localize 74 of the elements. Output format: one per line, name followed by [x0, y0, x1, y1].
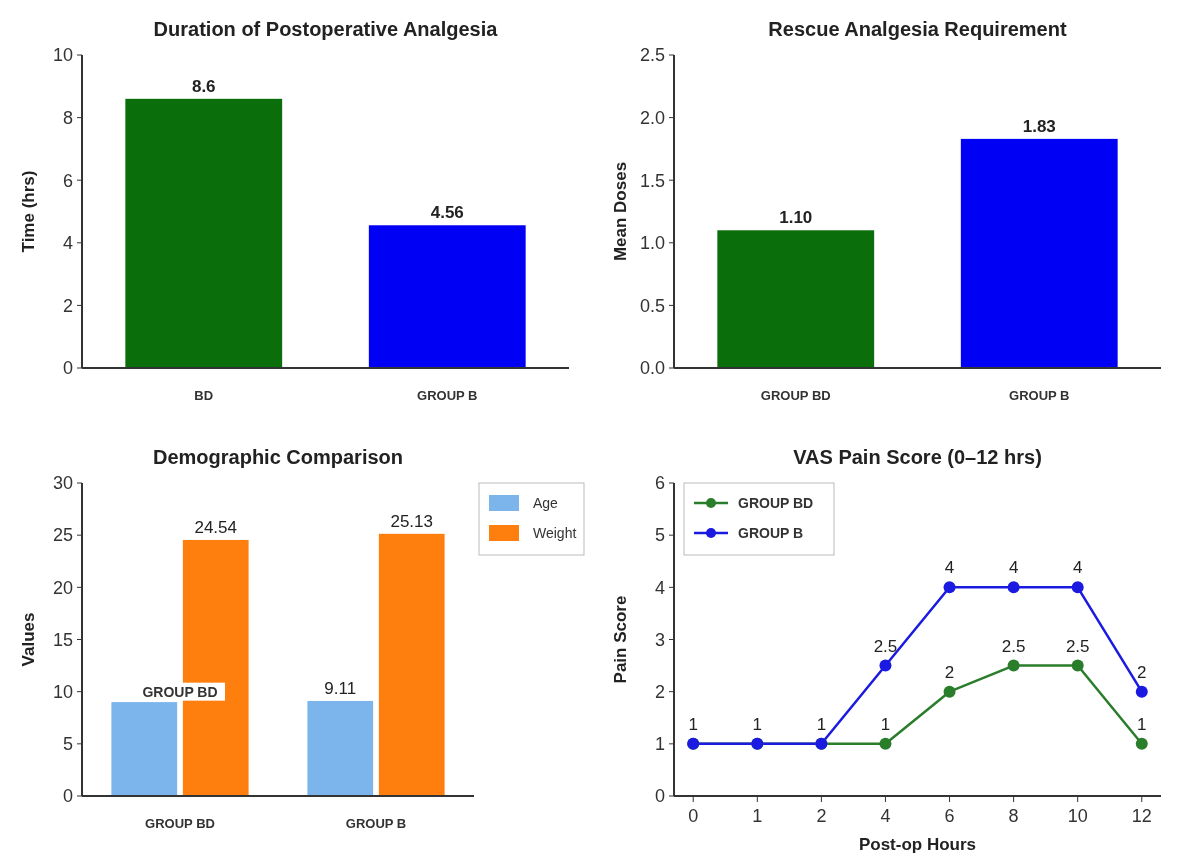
y-tick-label: 30 [52, 473, 73, 494]
y-tick-label: 2.5 [639, 45, 665, 66]
legend-label: Weight [533, 524, 577, 541]
x-tick-label: GROUP B [417, 388, 478, 403]
data-label: 24.54 [194, 517, 237, 537]
data-label: 1 [880, 714, 891, 734]
x-tick-label: GROUP BD [145, 816, 215, 831]
legend-label: Age [533, 494, 559, 511]
y-tick-label: 15 [52, 629, 73, 650]
x-tick-label: 10 [1067, 806, 1088, 826]
data-label: 1 [688, 714, 698, 734]
x-tick-label: 0 [688, 806, 699, 826]
y-tick-label: 0 [62, 786, 73, 807]
y-tick-label: 25 [52, 525, 73, 546]
data-label: 4.56 [430, 203, 464, 223]
chart-title: VAS Pain Score (0–12 hrs) [793, 446, 1042, 468]
y-tick-label: 10 [52, 681, 73, 702]
x-tick-label: 4 [880, 806, 891, 826]
y-tick-label: 4 [654, 577, 665, 598]
y-tick-label: 5 [62, 734, 73, 755]
y-tick-label: 0 [654, 786, 665, 807]
data-label: 1 [1137, 714, 1147, 734]
data-label: 8.6 [191, 76, 216, 96]
data-label: 2 [1137, 662, 1147, 682]
y-tick-label: 0.0 [639, 358, 665, 379]
data-label: 9.11 [324, 678, 357, 698]
y-tick-label: 2.0 [639, 107, 665, 128]
data-label: 1 [816, 714, 827, 734]
data-label: 25.13 [390, 511, 433, 531]
x-axis-title: Post-op Hours [858, 835, 977, 854]
y-tick-label: 4 [62, 233, 73, 254]
y-tick-label: 0 [62, 358, 73, 379]
y-axis-title: Mean Doses [611, 161, 630, 262]
x-tick-label: 6 [944, 806, 955, 826]
y-tick-label: 6 [62, 170, 73, 191]
chart-title: Demographic Comparison [152, 446, 404, 468]
y-axis-title: Time (hrs) [19, 170, 38, 253]
x-tick-label: 2 [816, 806, 827, 826]
y-tick-label: 3 [654, 629, 665, 650]
data-label: 1.10 [779, 208, 813, 228]
data-label: 4 [1008, 558, 1019, 578]
data-label: 4 [944, 558, 955, 578]
y-tick-label: 1 [654, 734, 665, 755]
x-tick-label: BD [194, 388, 214, 403]
x-tick-label: GROUP BD [760, 388, 831, 403]
data-label: 4 [1072, 558, 1083, 578]
y-tick-label: 2 [62, 295, 73, 316]
data-label: 1 [752, 714, 763, 734]
legend-label: GROUP BD [738, 494, 814, 511]
data-label: 2.5 [873, 636, 898, 656]
x-tick-label: GROUP B [1009, 388, 1070, 403]
y-tick-label: 5 [654, 525, 665, 546]
annotation: GROUP BD [142, 683, 218, 700]
x-tick-label: 12 [1131, 806, 1152, 826]
x-tick-label: GROUP B [345, 816, 407, 831]
y-tick-label: 8 [62, 107, 73, 128]
x-tick-label: 8 [1008, 806, 1019, 826]
data-label: 1.83 [1022, 116, 1056, 136]
chart-title: Duration of Postoperative Analgesia [153, 18, 499, 40]
y-tick-label: 0.5 [639, 295, 665, 316]
y-tick-label: 1.5 [639, 170, 665, 191]
chart-title: Rescue Analgesia Requirement [768, 18, 1067, 40]
x-tick-label: 1 [752, 806, 763, 826]
y-tick-label: 20 [52, 577, 73, 598]
y-tick-label: 6 [654, 473, 665, 494]
y-tick-label: 1.0 [639, 233, 665, 254]
data-label: 2 [944, 662, 955, 682]
y-tick-label: 10 [52, 45, 73, 66]
legend-label: GROUP B [738, 524, 804, 541]
y-axis-title: Pain Score [611, 595, 630, 684]
data-label: 2.5 [1065, 636, 1090, 656]
data-label: 2.5 [1001, 636, 1026, 656]
y-tick-label: 2 [654, 681, 665, 702]
y-axis-title: Values [19, 612, 38, 667]
